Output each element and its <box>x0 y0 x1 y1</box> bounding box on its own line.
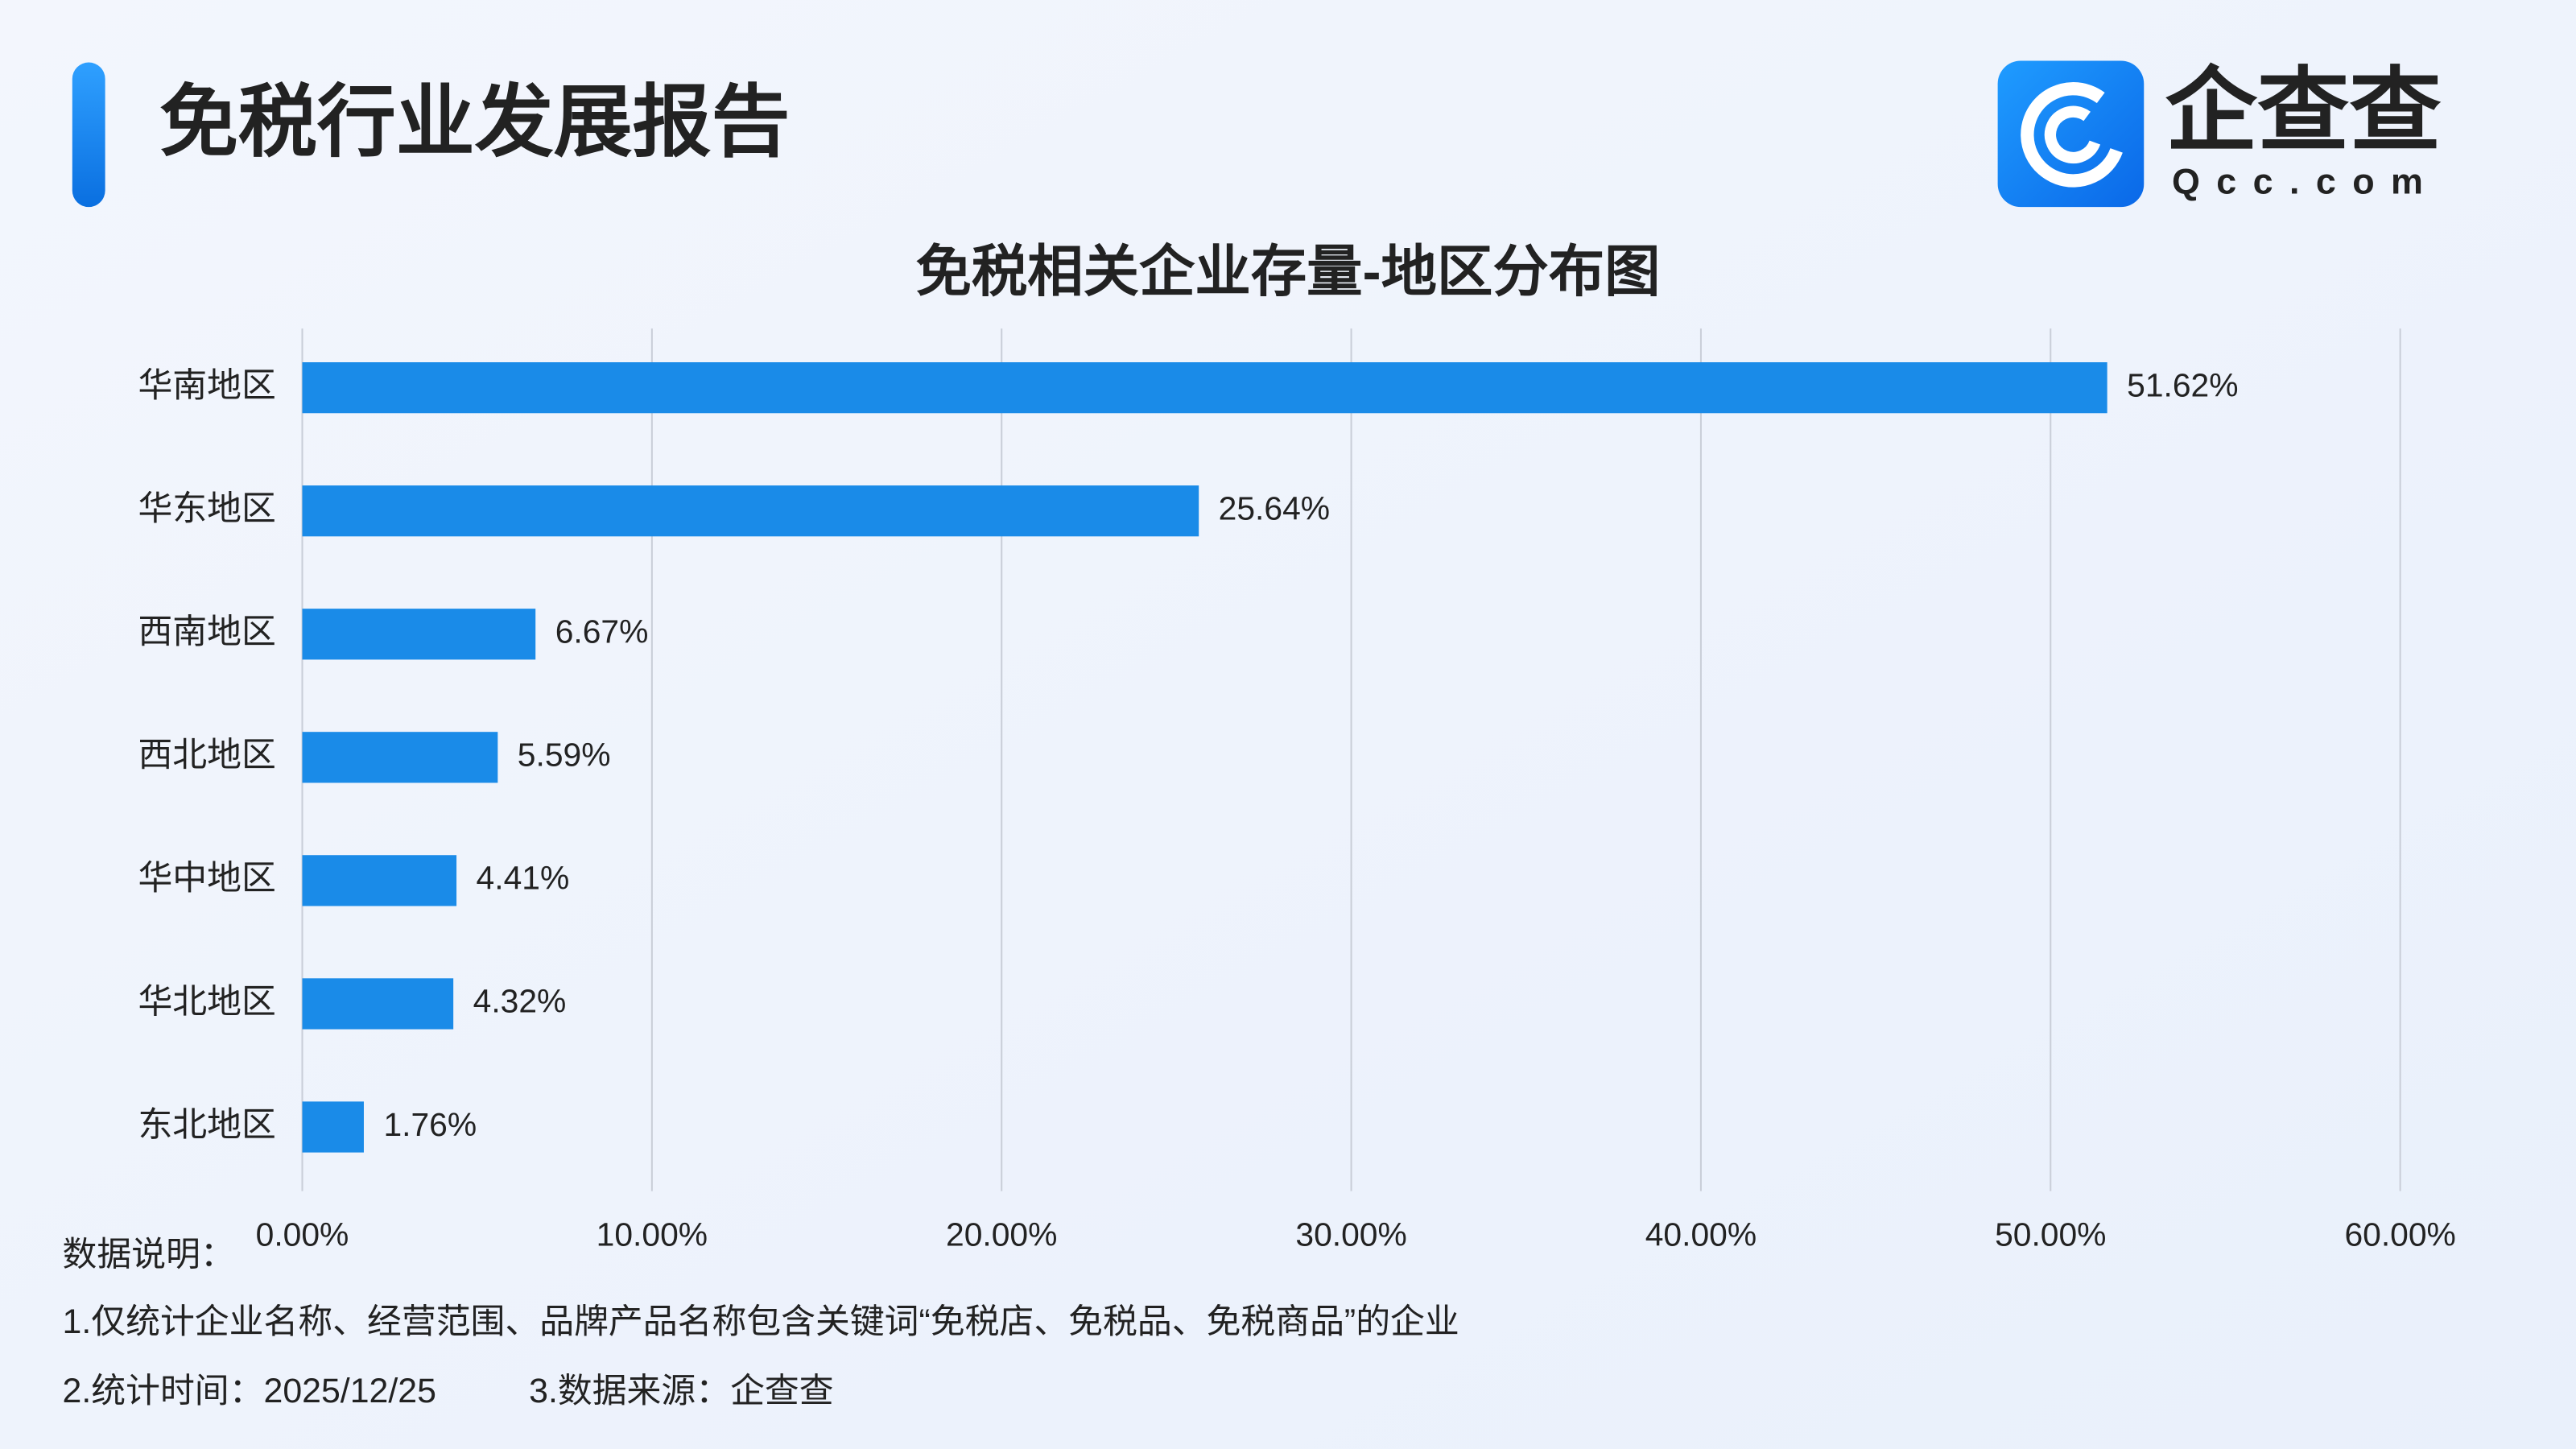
note: 2.统计时间：2025/12/25 <box>63 1372 436 1410</box>
y-tick-label: 华东地区 <box>138 489 275 528</box>
value-label: 1.76% <box>383 1106 477 1143</box>
x-tick-label: 50.00% <box>1995 1216 2106 1253</box>
value-label: 51.62% <box>2127 366 2238 403</box>
value-label: 25.64% <box>1219 489 1330 526</box>
bar <box>302 855 457 906</box>
x-tick-label: 30.00% <box>1295 1216 1406 1253</box>
y-tick-label: 西南地区 <box>138 613 275 651</box>
y-tick-label: 华南地区 <box>138 366 275 405</box>
x-tick-label: 0.00% <box>256 1216 349 1253</box>
bar <box>302 732 498 783</box>
header-title: 免税行业发展报告 <box>159 77 791 166</box>
bar <box>302 978 454 1030</box>
note: 1.仅统计企业名称、经营范围、品牌产品名称包含关键词“免税店、免税品、免税商品”… <box>63 1302 1459 1341</box>
note: 数据说明： <box>63 1236 235 1274</box>
bar <box>302 609 536 660</box>
y-tick-label: 华中地区 <box>138 859 275 898</box>
plot: 0.00% 10.00% 20.00% 30.00% 40.00% 50.00% 60.00… <box>138 328 2456 1253</box>
logo: 企查查 Qcc.com <box>1997 60 2442 208</box>
y-tick-label: 东北地区 <box>138 1105 275 1144</box>
x-tick-label: 10.00% <box>597 1216 708 1253</box>
note: 3.数据来源：企查查 <box>529 1372 833 1410</box>
logo-text: 企查查 <box>2165 60 2442 163</box>
logo-domain: Qcc.com <box>2172 160 2439 201</box>
value-label: 4.41% <box>477 860 570 897</box>
bar <box>302 1101 364 1153</box>
x-tick-label: 40.00% <box>1645 1216 1757 1253</box>
value-label: 5.59% <box>518 737 611 774</box>
bar <box>302 362 2107 414</box>
bar <box>302 485 1199 537</box>
accent-bar <box>72 62 105 208</box>
y-tick-label: 西北地区 <box>138 736 275 774</box>
chart-title: 免税相关企业存量-地区分布图 <box>916 240 1661 303</box>
y-tick-label: 华北地区 <box>138 982 275 1021</box>
x-tick-label: 20.00% <box>946 1216 1057 1253</box>
value-label: 4.32% <box>473 983 567 1020</box>
x-tick-label: 60.00% <box>2344 1216 2455 1253</box>
value-label: 6.67% <box>555 613 649 650</box>
